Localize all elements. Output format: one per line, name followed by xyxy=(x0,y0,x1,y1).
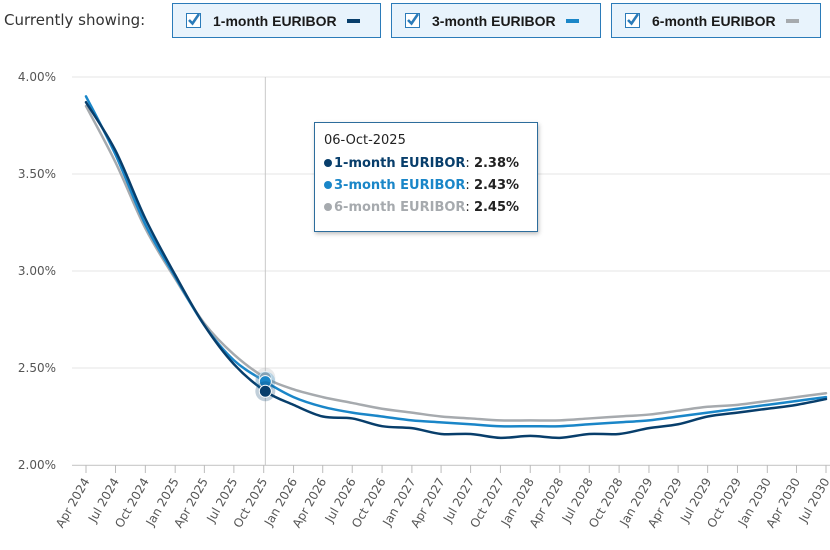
series-swatch xyxy=(785,18,799,23)
toggle-label: 6-month EURIBOR xyxy=(652,12,776,29)
chart-tooltip: 06-Oct-2025 1-month EURIBOR: 2.38% 3-mon… xyxy=(314,122,538,232)
checkmark-icon xyxy=(188,13,201,26)
x-tick-label: Apr 2024 xyxy=(53,476,93,531)
y-tick-label: 3.00% xyxy=(18,264,56,278)
tooltip-series-value: 2.43% xyxy=(473,178,520,193)
currently-showing-label: Currently showing: xyxy=(4,11,146,29)
checkbox-6-month[interactable] xyxy=(625,13,640,28)
series-toggle-bar: Currently showing: 1-month EURIBOR 3-mon… xyxy=(0,0,830,44)
tooltip-row-3-month: 3-month EURIBOR: 2.43% xyxy=(324,175,527,197)
tooltip-date: 06-Oct-2025 xyxy=(324,133,406,148)
checkbox-1-month[interactable] xyxy=(186,13,201,28)
toggle-1-month-euribor[interactable]: 1-month EURIBOR xyxy=(172,3,381,38)
y-tick-label: 2.00% xyxy=(18,458,56,472)
hover-marker-point xyxy=(258,384,272,398)
y-tick-label: 3.50% xyxy=(18,167,56,181)
series-swatch xyxy=(565,18,579,23)
tooltip-row-1-month: 1-month EURIBOR: 2.38% xyxy=(324,153,527,175)
series-swatch xyxy=(346,18,360,23)
series-dot-icon xyxy=(324,203,332,211)
tooltip-series-name: 1-month EURIBOR xyxy=(334,156,466,171)
series-dot-icon xyxy=(324,181,332,189)
tooltip-series-value: 2.38% xyxy=(473,156,520,171)
tooltip-series-name: 3-month EURIBOR xyxy=(334,178,466,193)
checkmark-icon xyxy=(407,13,420,26)
toggle-6-month-euribor[interactable]: 6-month EURIBOR xyxy=(611,3,821,38)
series-line-1-month xyxy=(84,100,828,440)
tooltip-series-value: 2.45% xyxy=(473,200,520,215)
checkmark-icon xyxy=(627,13,640,26)
checkbox-3-month[interactable] xyxy=(405,13,420,28)
toggle-label: 3-month EURIBOR xyxy=(432,12,556,29)
tooltip-row-6-month: 6-month EURIBOR: 2.45% xyxy=(324,197,527,219)
tooltip-series-name: 6-month EURIBOR xyxy=(334,200,466,215)
y-tick-label: 2.50% xyxy=(18,361,56,375)
series-dot-icon xyxy=(324,159,332,167)
toggle-label: 1-month EURIBOR xyxy=(213,12,337,29)
toggle-3-month-euribor[interactable]: 3-month EURIBOR xyxy=(391,3,601,38)
y-tick-label: 4.00% xyxy=(18,70,56,84)
